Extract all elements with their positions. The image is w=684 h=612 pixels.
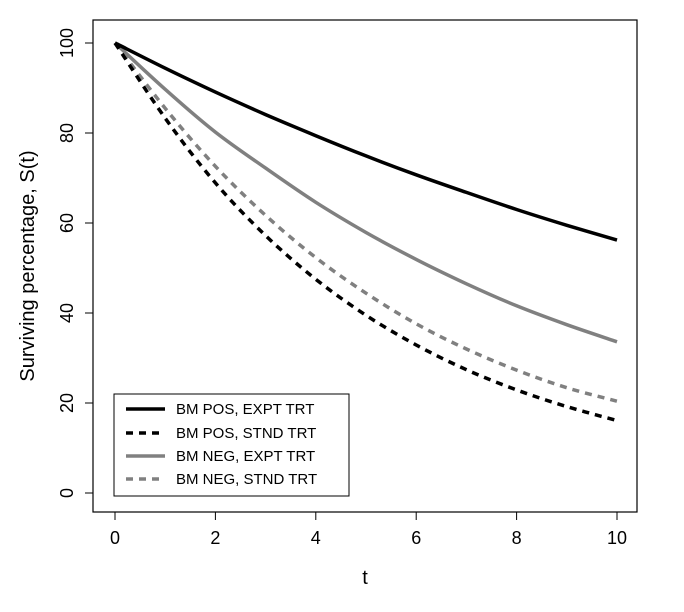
y-tick-label: 20 [57, 393, 77, 413]
x-tick-label: 8 [512, 528, 522, 548]
x-tick-label: 10 [607, 528, 627, 548]
y-tick-label: 40 [57, 303, 77, 323]
y-axis: 0 20 40 60 80 100 [57, 28, 94, 498]
series-layer [113, 41, 618, 423]
series-line-4 [113, 41, 618, 403]
x-tick-label: 6 [411, 528, 421, 548]
legend-label: BM POS, STND TRT [176, 425, 316, 442]
series-line-1 [114, 41, 618, 242]
y-tick-label: 60 [57, 213, 77, 233]
y-tick-label: 80 [57, 123, 77, 143]
y-tick-label: 0 [57, 488, 77, 498]
x-tick-label: 2 [210, 528, 220, 548]
x-tick-label: 4 [311, 528, 321, 548]
x-axis-title: t [362, 567, 368, 589]
y-axis-title: Surviving percentage, S(t) [17, 150, 39, 381]
legend-label: BM POS, EXPT TRT [176, 401, 314, 418]
legend: BM POS, EXPT TRT BM POS, STND TRT BM NEG, … [113, 393, 350, 497]
series-line-2 [113, 42, 618, 423]
x-axis: 0 2 4 6 8 10 [110, 511, 627, 548]
legend-label: BM NEG, EXPT TRT [176, 448, 315, 465]
y-tick-label: 100 [57, 28, 77, 58]
series-line-3 [113, 41, 618, 344]
x-tick-label: 0 [110, 528, 120, 548]
legend-label: BM NEG, STND TRT [176, 471, 317, 488]
